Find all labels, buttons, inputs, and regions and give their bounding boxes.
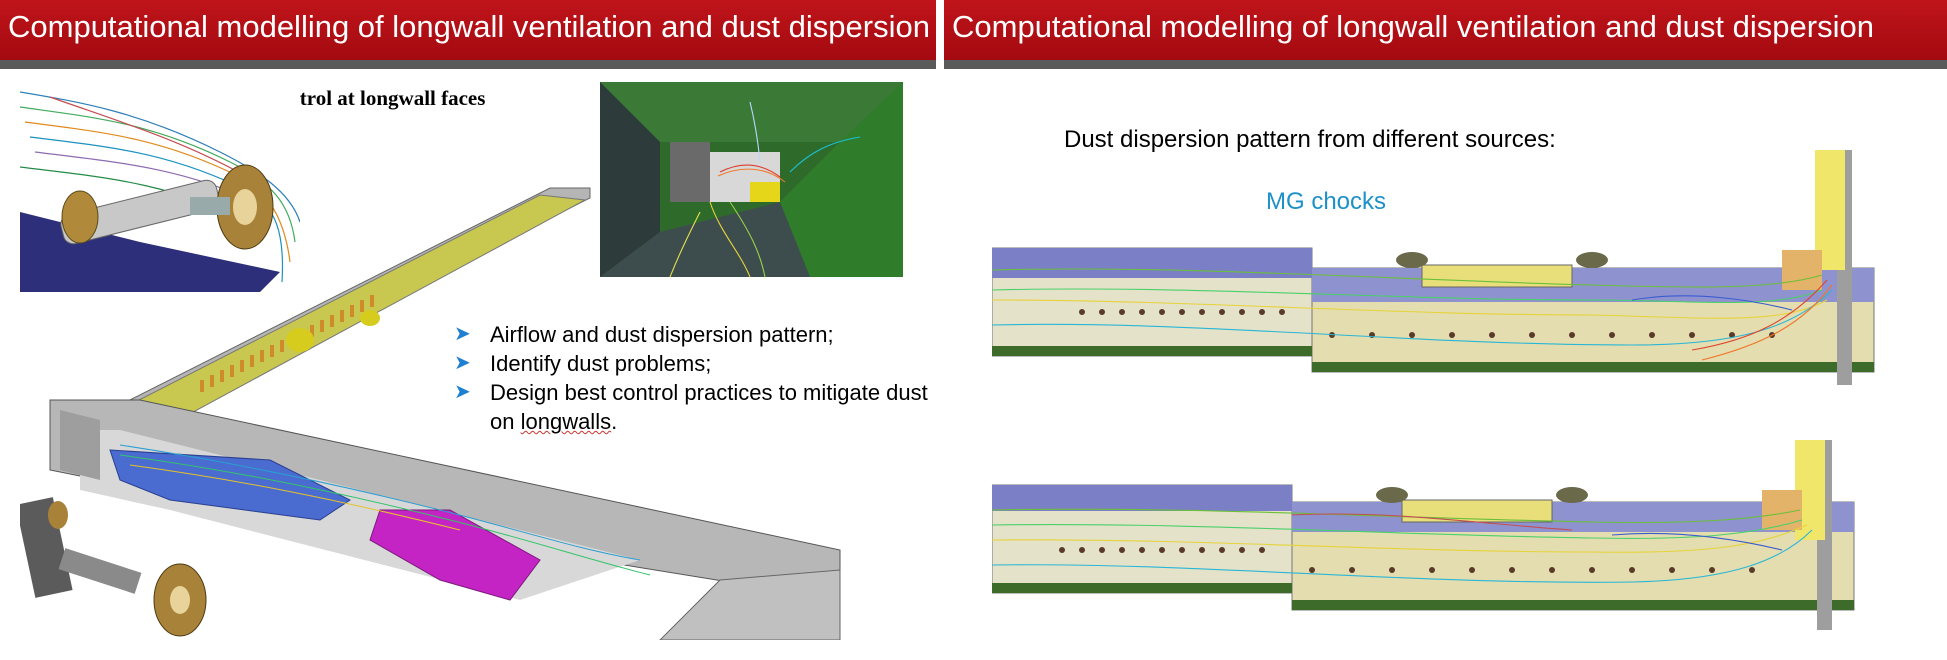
bullet-item: ➤ Identify dust problems; [454,349,934,378]
spellcheck-flagged-word: longwalls [520,409,612,434]
bullet-text: Airflow and dust dispersion pattern; [490,322,834,347]
arrow-bullet-icon: ➤ [454,381,471,403]
dispersion-plot-lower [992,440,1855,630]
slide-title: Computational modelling of longwall vent… [8,9,930,44]
bullet-text-end: . [611,409,618,434]
title-bar: Computational modelling of longwall vent… [944,0,1947,60]
title-bar: Computational modelling of longwall vent… [0,0,936,60]
arrow-bullet-icon: ➤ [454,352,471,374]
shearer-streamline-image [20,82,300,292]
arrow-bullet-icon: ➤ [454,323,471,345]
longwall-layout-image [20,187,841,640]
bullet-text: Identify dust problems; [490,351,712,376]
title-underline [0,60,936,69]
section-heading: Dust dispersion pattern from different s… [1064,126,1556,153]
dispersion-plot-upper [992,150,1875,385]
bullet-item: ➤ Airflow and dust dispersion pattern; [454,320,934,349]
slide-title: Computational modelling of longwall vent… [952,9,1874,44]
source-label: MG chocks [1266,188,1387,215]
right-slide: Computational modelling of longwall vent… [944,0,1947,660]
bullet-item: ➤ Design best control practices to mitig… [454,378,934,436]
left-slide: Computational modelling of longwall vent… [0,0,936,660]
bullet-text: Design best control practices to mitigat… [490,380,928,434]
bullet-list: ➤ Airflow and dust dispersion pattern; ➤… [454,320,934,436]
title-underline [944,60,1947,69]
slide-separator [936,0,944,660]
tunnel-cfd-image [600,82,903,277]
